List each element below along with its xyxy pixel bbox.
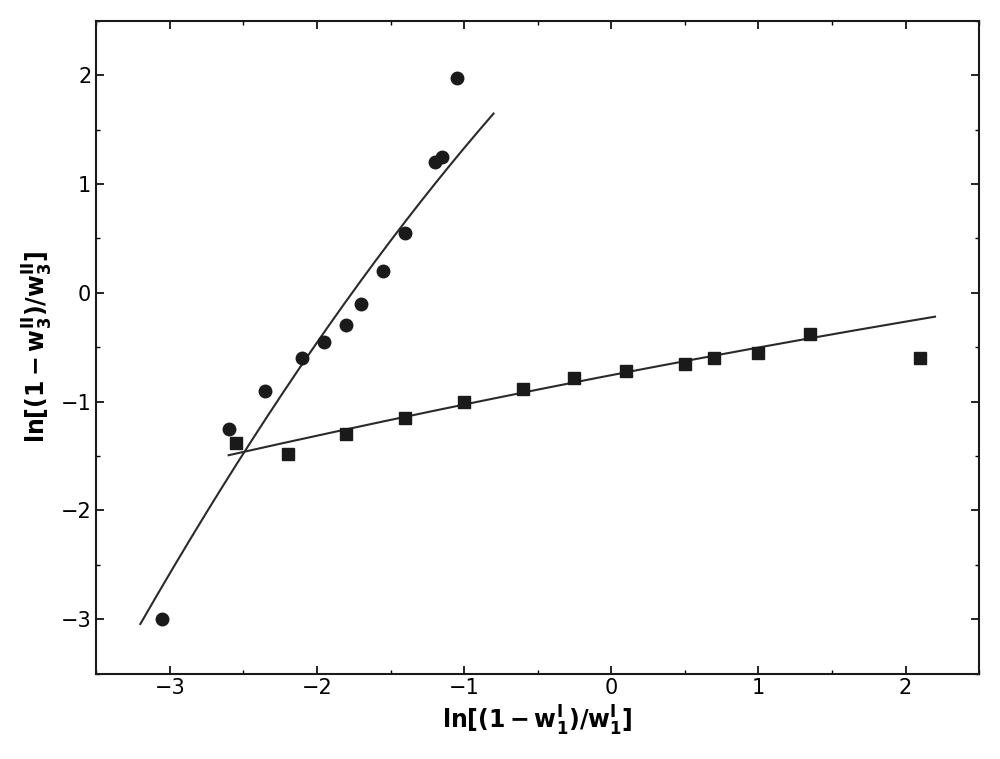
X-axis label: $\mathbf{ln[(1-w_1^I)/w_1^I]}$: $\mathbf{ln[(1-w_1^I)/w_1^I]}$ (442, 704, 633, 739)
Y-axis label: $\mathbf{ln[(1-w_3^{II})/w_3^{II}]}$: $\mathbf{ln[(1-w_3^{II})/w_3^{II}]}$ (21, 251, 55, 443)
